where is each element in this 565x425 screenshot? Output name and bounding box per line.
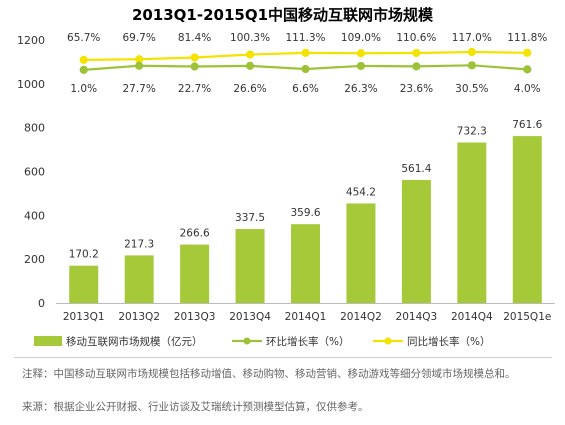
yoy-point	[79, 55, 88, 64]
y-tick-label: 1000	[17, 78, 45, 91]
bar-value-label: 170.2	[69, 249, 99, 261]
y-tick-label: 800	[24, 122, 45, 135]
mom-rate-label: 26.6%	[233, 83, 266, 95]
yoy-point	[190, 53, 199, 62]
yoy-rate-label: 81.4%	[178, 32, 211, 44]
yoy-point	[523, 48, 532, 57]
yoy-rate-label: 109.0%	[341, 32, 381, 44]
bar-2014Q1	[291, 224, 320, 303]
bar-2014Q4	[457, 142, 487, 303]
mom-rate-label: 30.5%	[455, 83, 488, 95]
mom-rate-label: 23.6%	[400, 83, 433, 95]
bar-2014Q2	[346, 203, 376, 303]
bar-value-label: 454.2	[346, 186, 376, 198]
yoy-rate-label: 65.7%	[67, 32, 100, 44]
bar-2013Q4	[235, 229, 265, 303]
bar-value-label: 217.3	[124, 238, 154, 250]
yoy-point	[356, 49, 366, 58]
mom-point	[135, 61, 144, 70]
mom-point	[190, 62, 199, 71]
bar-value-label: 359.6	[290, 207, 320, 219]
x-tick-label: 2014Q1	[285, 311, 327, 323]
yoy-rate-label: 111.3%	[285, 32, 325, 44]
mom-rate-label: 26.3%	[344, 83, 377, 95]
yoy-point	[245, 50, 255, 59]
x-tick-label: 2015Q1e	[503, 311, 551, 323]
bar-value-label: 732.3	[457, 126, 487, 138]
bar-value-label: 337.5	[235, 212, 265, 224]
x-tick-label: 2013Q1	[63, 311, 105, 323]
x-tick-label: 2014Q4	[451, 311, 493, 323]
bar-2013Q1	[69, 265, 99, 303]
mom-point	[467, 61, 476, 70]
yoy-point	[412, 48, 421, 58]
yoy-point	[467, 47, 476, 57]
x-tick-label: 2013Q4	[229, 311, 271, 323]
legend-mom-marker	[243, 337, 251, 345]
bar-value-label: 761.6	[512, 119, 542, 131]
mom-rate-label: 4.0%	[514, 83, 541, 95]
bar-2015Q1e	[512, 136, 542, 303]
yoy-rate-label: 117.0%	[452, 32, 492, 44]
mom-point	[301, 64, 310, 74]
x-tick-label: 2013Q2	[118, 311, 160, 323]
chart-title: 2013Q1-2015Q1中国移动互联网市场规模	[131, 6, 434, 24]
x-tick-label: 2014Q3	[396, 311, 438, 323]
y-tick-label: 400	[24, 209, 45, 222]
bar-2013Q2	[124, 255, 154, 303]
x-tick-label: 2013Q3	[174, 311, 216, 323]
mom-point	[356, 61, 366, 71]
y-tick-label: 200	[24, 253, 45, 266]
mom-point	[245, 61, 255, 71]
legend-bar-label: 移动互联网市场规模（亿元）	[66, 335, 203, 348]
x-tick-label: 2014Q2	[340, 311, 382, 323]
y-tick-label: 600	[24, 166, 45, 179]
mom-point	[412, 62, 421, 71]
source-note: 来源：根据企业公开财报、行业访谈及艾瑞统计预测模型估算，仅供参考。	[22, 401, 369, 413]
bar-2013Q3	[180, 244, 210, 303]
legend-yoy-marker	[384, 337, 392, 345]
mom-rate-label: 22.7%	[178, 83, 211, 95]
footnote: 注释：中国移动互联网市场规模包括移动增值、移动购物、移动营销、移动游戏等细分领域…	[22, 368, 516, 380]
yoy-rate-label: 100.3%	[230, 32, 270, 44]
yoy-rate-label: 110.6%	[396, 32, 436, 44]
bar-value-label: 561.4	[401, 163, 431, 175]
mom-rate-label: 6.6%	[292, 83, 319, 95]
mom-rate-label: 27.7%	[122, 83, 155, 95]
y-tick-label: 1200	[17, 34, 45, 47]
yoy-point	[301, 48, 310, 57]
yoy-rate-label: 69.7%	[122, 32, 155, 44]
y-tick-label: 0	[38, 297, 45, 310]
legend-mom-label: 环比增长率（%）	[266, 335, 349, 348]
mom-point	[523, 65, 532, 74]
legend-yoy-label: 同比增长率（%）	[407, 335, 490, 348]
bar-2014Q3	[401, 179, 431, 303]
mom-rate-label: 1.0%	[70, 83, 97, 95]
mom-point	[79, 65, 88, 74]
legend-bar-swatch	[34, 336, 62, 346]
yoy-rate-label: 111.8%	[507, 32, 547, 44]
bar-value-label: 266.6	[180, 228, 210, 240]
